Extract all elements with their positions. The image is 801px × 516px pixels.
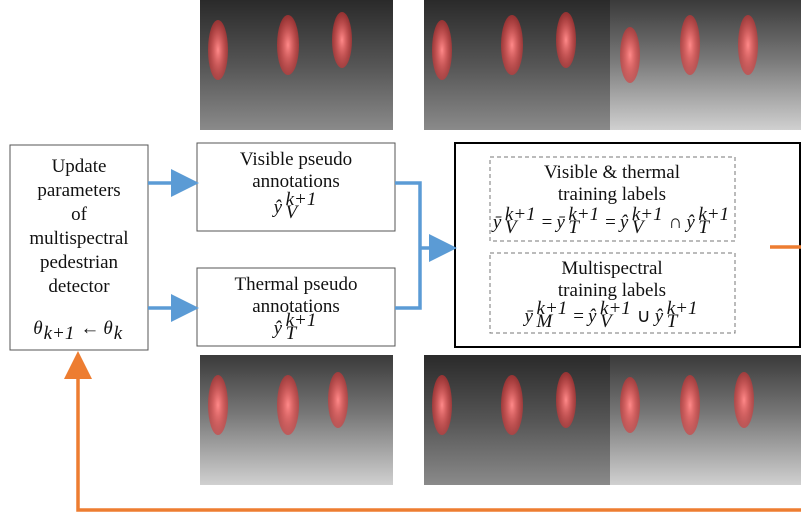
math-sub: T: [698, 217, 710, 238]
math-sub: T: [568, 217, 580, 238]
math-symbol: ŷ: [272, 197, 283, 218]
label-line: of: [71, 204, 88, 225]
math-symbol: ȳ: [554, 212, 565, 233]
math-sub: T: [667, 311, 679, 332]
math-symbol: ∪: [637, 306, 651, 327]
label-line: Multispectral: [561, 258, 662, 279]
math-sub: k: [114, 323, 123, 344]
math-symbol: ȳ: [523, 306, 534, 327]
math-symbol: ŷ: [272, 318, 283, 339]
math-sub: T: [286, 323, 298, 344]
math-sub: k+1: [44, 323, 75, 344]
math-symbol: ŷ: [653, 306, 664, 327]
label-line: Update: [52, 156, 107, 177]
math-sub: M: [536, 311, 554, 332]
label-line: Visible & thermal: [544, 162, 680, 183]
label-line: parameters: [37, 180, 120, 201]
math-symbol: ȳ: [491, 212, 502, 233]
math-symbol: =: [573, 306, 584, 327]
math-symbol: ŷ: [586, 306, 597, 327]
math-symbol: ←: [80, 318, 99, 339]
label-line: Visible pseudo: [240, 149, 352, 170]
label-line: pedestrian: [40, 252, 119, 273]
image: [200, 0, 393, 130]
math-symbol: ŷ: [684, 212, 695, 233]
math-symbol: ŷ: [618, 212, 629, 233]
label-line: training labels: [558, 184, 666, 205]
image: [610, 355, 801, 485]
math-symbol: =: [605, 212, 616, 233]
label-line: detector: [48, 276, 110, 297]
label-line: Thermal pseudo: [235, 274, 358, 295]
diagram: Update parameters of multispectral pedestria…: [0, 0, 801, 516]
math-symbol: θ: [33, 318, 42, 339]
math-symbol: ∩: [669, 212, 683, 233]
math-symbol: =: [542, 212, 553, 233]
math-symbol: θ: [103, 318, 112, 339]
label-line: multispectral: [29, 228, 128, 249]
